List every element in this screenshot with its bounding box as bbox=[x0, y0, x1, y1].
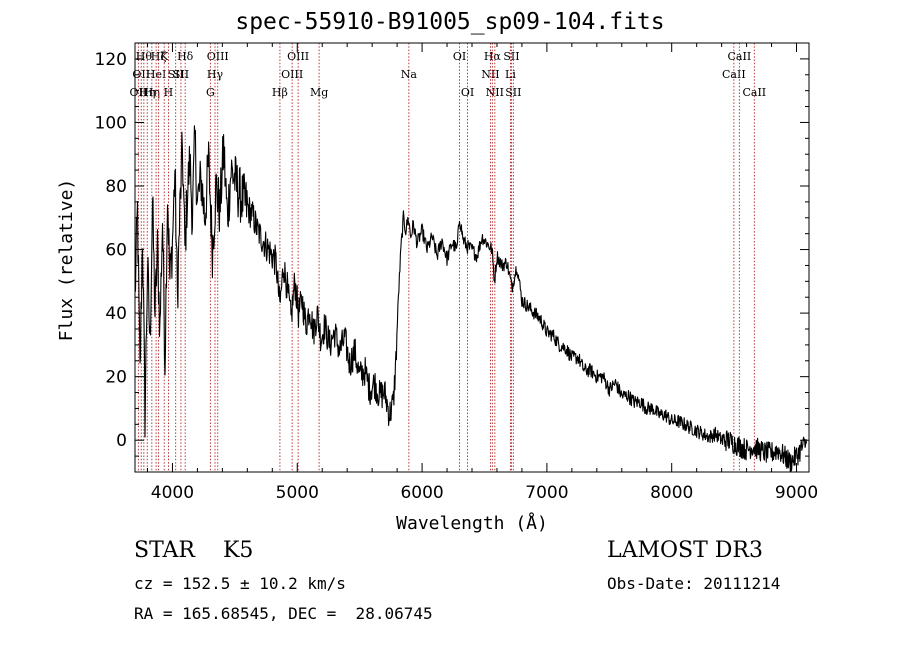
obs-date: Obs-Date: 20111214 bbox=[607, 574, 781, 593]
x-tick-label: 7000 bbox=[525, 483, 568, 503]
line-marker-label: Hη bbox=[144, 86, 160, 99]
x-tick-label: 9000 bbox=[775, 483, 818, 503]
line-marker-label: Hβ bbox=[272, 86, 288, 99]
line-marker-label: OIII bbox=[281, 68, 303, 81]
y-tick-label: 20 bbox=[105, 368, 127, 388]
y-tick-label: 40 bbox=[105, 304, 127, 324]
line-marker-label: Na bbox=[401, 68, 418, 81]
plot-frame bbox=[134, 42, 810, 473]
line-marker-label: H bbox=[164, 86, 174, 99]
survey-label: LAMOST DR3 bbox=[607, 538, 763, 563]
line-marker-label: Hγ bbox=[207, 68, 224, 81]
object-class: STAR bbox=[134, 538, 195, 563]
line-marker-label: OIII bbox=[287, 50, 309, 63]
chart-title: spec-55910-B91005_sp09-104.fits bbox=[235, 9, 665, 35]
line-marker-label: Li bbox=[505, 68, 516, 81]
x-tick-label: 8000 bbox=[650, 483, 693, 503]
line-marker-label: SII bbox=[173, 68, 189, 81]
line-marker-label: OII bbox=[132, 68, 150, 81]
x-axis-label: Wavelength (Å) bbox=[396, 512, 548, 534]
line-marker-label: Hθ bbox=[136, 50, 153, 63]
x-tick-label: 5000 bbox=[276, 483, 319, 503]
line-marker-label: SII bbox=[503, 50, 519, 63]
y-tick-label: 80 bbox=[105, 177, 127, 197]
y-axis-label: Flux (relative) bbox=[56, 179, 77, 342]
x-tick-label: 6000 bbox=[400, 483, 443, 503]
ra-dec-text: RA = 165.68545, DEC = 28.06745 bbox=[134, 604, 433, 623]
line-marker-label: HeI bbox=[146, 68, 166, 81]
line-marker-label: Hα bbox=[484, 50, 502, 63]
line-marker-label: NII bbox=[481, 68, 499, 81]
line-marker-label: OI bbox=[461, 86, 474, 99]
y-tick-label: 120 bbox=[95, 50, 127, 70]
y-tick-label: 100 bbox=[95, 113, 127, 133]
line-marker-label: OII bbox=[130, 86, 148, 99]
spectrum-line bbox=[134, 125, 808, 473]
line-marker-label: Hη bbox=[139, 86, 155, 99]
line-marker-label: G bbox=[206, 86, 215, 99]
line-marker-label: OIII bbox=[207, 50, 229, 63]
line-marker-label: SII bbox=[505, 86, 521, 99]
object-subclass: K5 bbox=[222, 538, 254, 563]
line-marker-label: CaII bbox=[742, 86, 766, 99]
line-marker-label: CaII bbox=[722, 68, 746, 81]
redshift-text: cz = 152.5 ± 10.2 km/s bbox=[134, 574, 346, 593]
line-marker-label: NII bbox=[486, 86, 504, 99]
line-marker-label: Mg bbox=[310, 86, 328, 99]
line-marker-label: OI bbox=[453, 50, 466, 63]
classification: STAR K5 bbox=[134, 540, 253, 562]
line-marker-label: SII bbox=[168, 68, 184, 81]
line-marker-label: Hζ bbox=[151, 50, 167, 63]
y-tick-label: 60 bbox=[105, 241, 127, 261]
line-marker-label: Hδ bbox=[177, 50, 194, 63]
y-tick-label: 0 bbox=[116, 431, 127, 451]
x-tick-label: 4000 bbox=[151, 483, 194, 503]
line-marker-label: K bbox=[160, 50, 169, 63]
line-marker-label: CaII bbox=[728, 50, 752, 63]
